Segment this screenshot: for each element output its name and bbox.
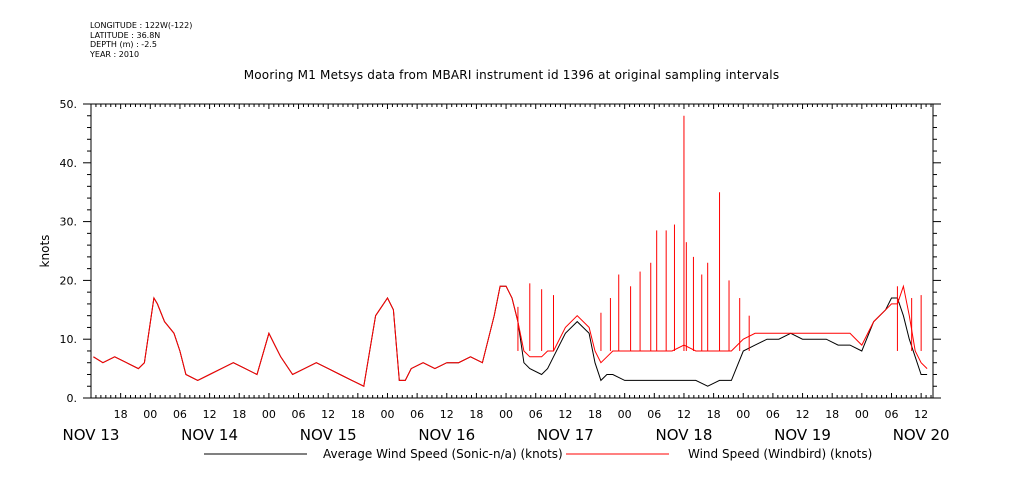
x-hour-label: 00 xyxy=(143,408,157,421)
x-hour-label: 06 xyxy=(529,408,543,421)
x-day-label: NOV 16 xyxy=(418,426,475,444)
x-hour-label: 06 xyxy=(647,408,661,421)
x-day-label: NOV 19 xyxy=(774,426,831,444)
x-tick-labels: 18 00 06 12 18 00 06 12 18 00 06 12 18 00 06 12 18 00 06 12… xyxy=(114,408,928,421)
x-hour-label: 00 xyxy=(380,408,394,421)
x-hour-label: 12 xyxy=(440,408,454,421)
x-day-label: NOV 15 xyxy=(300,426,357,444)
y-tick-labels: 0. 10. 20. 30. 40. 50. xyxy=(60,98,78,405)
legend: Average Wind Speed (Sonic-n/a) (knots) W… xyxy=(204,447,872,461)
x-day-label: NOV 18 xyxy=(656,426,713,444)
series-line-sonic xyxy=(93,285,928,387)
plot-frame xyxy=(90,103,934,399)
x-hour-label: 12 xyxy=(558,408,572,421)
x-hour-label: 06 xyxy=(292,408,306,421)
y-tick-label: 50. xyxy=(60,98,78,111)
axis-ticks xyxy=(83,103,941,399)
x-day-labels: NOV 13 NOV 14 NOV 15 NOV 16 NOV 17 NOV 18 NOV … xyxy=(63,426,950,444)
chart-title-container: Mooring M1 Metsys data from MBARI instru… xyxy=(0,68,1009,82)
longitude-label: LONGITUDE : 122W(-122) xyxy=(90,21,193,30)
x-hour-label: 12 xyxy=(203,408,217,421)
x-hour-label: 18 xyxy=(825,408,839,421)
x-hour-label: 18 xyxy=(469,408,483,421)
x-hour-label: 00 xyxy=(618,408,632,421)
chart-title: Mooring M1 Metsys data from MBARI instru… xyxy=(243,68,780,82)
depth-label: DEPTH (m) : -2.5 xyxy=(90,40,157,49)
metadata-block: LONGITUDE : 122W(-122) LATITUDE : 36.8N … xyxy=(90,21,192,59)
year-label: YEAR : 2010 xyxy=(90,49,140,59)
x-hour-label: 12 xyxy=(677,408,691,421)
x-day-label: NOV 17 xyxy=(537,426,594,444)
series-layer xyxy=(93,115,928,387)
legend-label-sonic: Average Wind Speed (Sonic-n/a) (knots) xyxy=(323,447,563,461)
x-hour-label: 00 xyxy=(736,408,750,421)
x-hour-label: 06 xyxy=(766,408,780,421)
y-axis-label: knots xyxy=(38,235,52,268)
y-tick-label: 0. xyxy=(67,392,78,405)
y-tick-label: 10. xyxy=(60,333,78,346)
y-tick-label: 40. xyxy=(60,157,78,170)
x-hour-label: 06 xyxy=(173,408,187,421)
x-hour-label: 18 xyxy=(588,408,602,421)
x-day-label: NOV 14 xyxy=(181,426,238,444)
x-hour-label: 18 xyxy=(351,408,365,421)
x-day-label: NOV 13 xyxy=(63,426,120,444)
latitude-label: LATITUDE : 36.8N xyxy=(90,30,161,40)
series-line-windbird xyxy=(93,284,928,387)
x-hour-label: 00 xyxy=(855,408,869,421)
x-hour-label: 12 xyxy=(796,408,810,421)
x-hour-label: 06 xyxy=(410,408,424,421)
x-hour-label: 00 xyxy=(262,408,276,421)
y-tick-label: 20. xyxy=(60,274,78,287)
x-hour-label: 12 xyxy=(914,408,928,421)
x-hour-label: 12 xyxy=(321,408,335,421)
x-hour-label: 18 xyxy=(707,408,721,421)
legend-label-windbird: Wind Speed (Windbird) (knots) xyxy=(688,447,872,461)
y-tick-label: 30. xyxy=(60,216,78,229)
x-hour-label: 00 xyxy=(499,408,513,421)
x-hour-label: 18 xyxy=(232,408,246,421)
x-hour-label: 06 xyxy=(884,408,898,421)
x-day-label: NOV 20 xyxy=(893,426,950,444)
x-hour-label: 18 xyxy=(114,408,128,421)
